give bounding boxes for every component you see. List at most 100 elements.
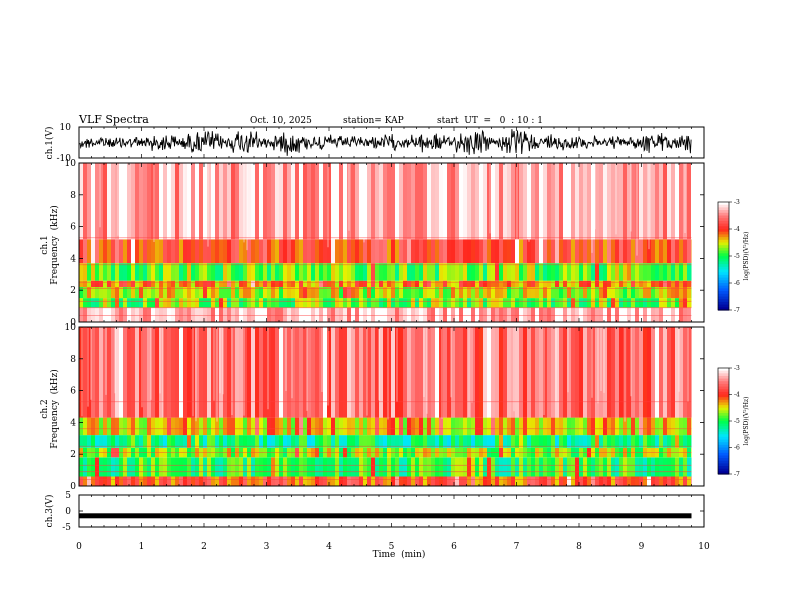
ch1-spectrogram-cell xyxy=(471,307,475,322)
ch1-spectrogram-cell xyxy=(667,298,671,308)
ch1-spectrogram-cell xyxy=(119,287,123,299)
ch1-spectrogram-cell xyxy=(539,298,543,308)
ch1-spectrogram-cell xyxy=(315,287,319,299)
ch1-spectrogram-cell xyxy=(191,163,195,240)
ch1-spectrogram-cell xyxy=(671,280,675,288)
ch1-spectrogram-cell xyxy=(423,263,427,281)
ch1-spectrogram-cell xyxy=(191,298,195,308)
ch1-spectrogram-cell xyxy=(507,280,511,288)
ch1-spectrogram-cell xyxy=(543,163,547,240)
ch1-spectrogram-cell xyxy=(395,239,399,264)
ch2-spectrogram-cell xyxy=(579,327,583,418)
ch1-spectrogram-cell xyxy=(495,239,499,264)
ch1-spectrogram-cell xyxy=(579,307,583,322)
ch2-spectrogram-cell xyxy=(371,327,375,418)
ch2-spectrogram-cell xyxy=(663,327,667,418)
ch2-spectrogram-cell xyxy=(475,417,479,436)
ch1-spectrogram-cell xyxy=(271,163,275,240)
ch1-spectrogram-cell xyxy=(351,307,355,322)
ch1-spectrogram-cell xyxy=(575,263,579,281)
ch2-spectrogram-cell xyxy=(647,457,651,477)
ch2-spectrogram-cell xyxy=(519,435,523,448)
ch2-spectrogram-cell xyxy=(279,476,283,486)
ch2-spectrogram-cell xyxy=(115,327,119,418)
ch2-spectrogram-cell xyxy=(683,457,687,477)
ch1-spectrogram-cell xyxy=(351,239,355,264)
ch2-spectrogram-cell xyxy=(163,457,167,477)
ch1-spectrogram-cell xyxy=(395,263,399,281)
ch1-spectrogram-cell xyxy=(367,280,371,288)
ch1-spectrogram-cell xyxy=(603,280,607,288)
ch2-spectrogram-cell xyxy=(367,327,371,418)
ch2-spectrogram-cell xyxy=(287,435,291,448)
ch2-spectrogram-cell xyxy=(583,476,587,486)
ch1-spectrogram-cell xyxy=(599,287,603,299)
ch1-spectrogram-cell xyxy=(115,287,119,299)
ch1-spectrogram-cell xyxy=(107,163,111,240)
ch1-spectrogram-cell xyxy=(319,307,323,322)
ch2-spectrogram-cell xyxy=(87,476,91,486)
ch2-spectrogram-ytick-label: 10 xyxy=(65,323,77,333)
ch1-spectrogram-cell xyxy=(587,280,591,288)
ch1-spectrogram-cell xyxy=(231,163,235,240)
ch1-spectrogram-cell xyxy=(387,298,391,308)
ch2-spectrogram-cell xyxy=(315,417,319,436)
ch1-spectrogram-cell xyxy=(427,287,431,299)
ch2-spectrogram-cell xyxy=(131,417,135,436)
ch2-spectrogram-cell xyxy=(451,435,455,448)
ch2-spectrogram-cell xyxy=(255,457,259,477)
ch1-spectrogram-cell xyxy=(183,239,187,264)
ch1-spectrogram-cell xyxy=(531,307,535,322)
ch1-spectrogram-cell xyxy=(471,298,475,308)
ch2-spectrogram-cell xyxy=(451,417,455,436)
ch2-spectrogram-cell xyxy=(239,435,243,448)
ch1-spectrogram-cell xyxy=(691,163,692,240)
ch1-spectrogram-cell xyxy=(335,307,339,322)
ch2-spectrogram-cell xyxy=(223,417,227,436)
ch2-spectrogram-cell xyxy=(183,435,187,448)
ch1-spectrogram-cell xyxy=(127,239,131,264)
ch1-spectrogram-cell xyxy=(155,298,159,308)
ch2-spectrogram-cell xyxy=(647,417,651,436)
ch2-spectrogram-cell xyxy=(683,435,687,448)
ch1-spectrogram-cell xyxy=(515,280,519,288)
ch1-spectrogram-cell xyxy=(123,298,127,308)
ch2-spectrogram-cell xyxy=(371,435,375,448)
ch1-spectrogram-cell xyxy=(83,298,87,308)
ch1-waveform-ytick-label: -10 xyxy=(57,154,72,164)
ch1-spectrogram-cell xyxy=(147,239,151,264)
ch1-spectrogram-cell xyxy=(219,263,223,281)
ch1-spectrogram-cell xyxy=(151,163,155,240)
ch2-spectrogram-cell xyxy=(175,476,179,486)
ch2-colorbar-swatch xyxy=(718,439,729,443)
ch1-spectrogram-cell xyxy=(623,307,627,322)
ch2-spectrogram-cell xyxy=(207,476,211,486)
ch3-waveform-ytick-label: -5 xyxy=(62,523,71,533)
ch1-spectrogram-cell xyxy=(127,280,131,288)
ch2-spectrogram-cell xyxy=(487,327,491,418)
ch2-spectrogram-cell xyxy=(127,435,131,448)
ch2-spectrogram-cell xyxy=(531,417,535,436)
ch2-spectrogram-cell xyxy=(403,417,407,436)
ch1-spectrogram-cell xyxy=(451,263,455,281)
ch2-spectrogram-cell xyxy=(379,476,383,486)
ch1-spectrogram-cell xyxy=(295,307,299,322)
ch2-spectrogram-cell xyxy=(399,327,403,418)
ch2-spectrogram-cell xyxy=(199,435,203,448)
ch1-spectrogram-cell xyxy=(207,307,211,322)
ch1-spectrogram-cell xyxy=(111,239,115,264)
ch2-spectrogram-cell xyxy=(407,476,411,486)
ch1-spectrogram-cell xyxy=(635,280,639,288)
ch1-spectrogram-cell xyxy=(91,163,95,240)
ch2-spectrogram-cell xyxy=(587,327,591,418)
ch1-spectrogram-cell xyxy=(291,287,295,299)
ch1-spectrogram-cell xyxy=(183,298,187,308)
ch1-spectrogram-cell xyxy=(347,307,351,322)
ch1-spectrogram-cell xyxy=(407,280,411,288)
ch1-spectrogram-cell xyxy=(199,287,203,299)
ch2-spectrogram-cell xyxy=(495,457,499,477)
ch1-spectrogram-cell xyxy=(151,307,155,322)
ch1-spectrogram-cell xyxy=(87,239,91,264)
ch1-spectrogram-cell xyxy=(539,307,543,322)
